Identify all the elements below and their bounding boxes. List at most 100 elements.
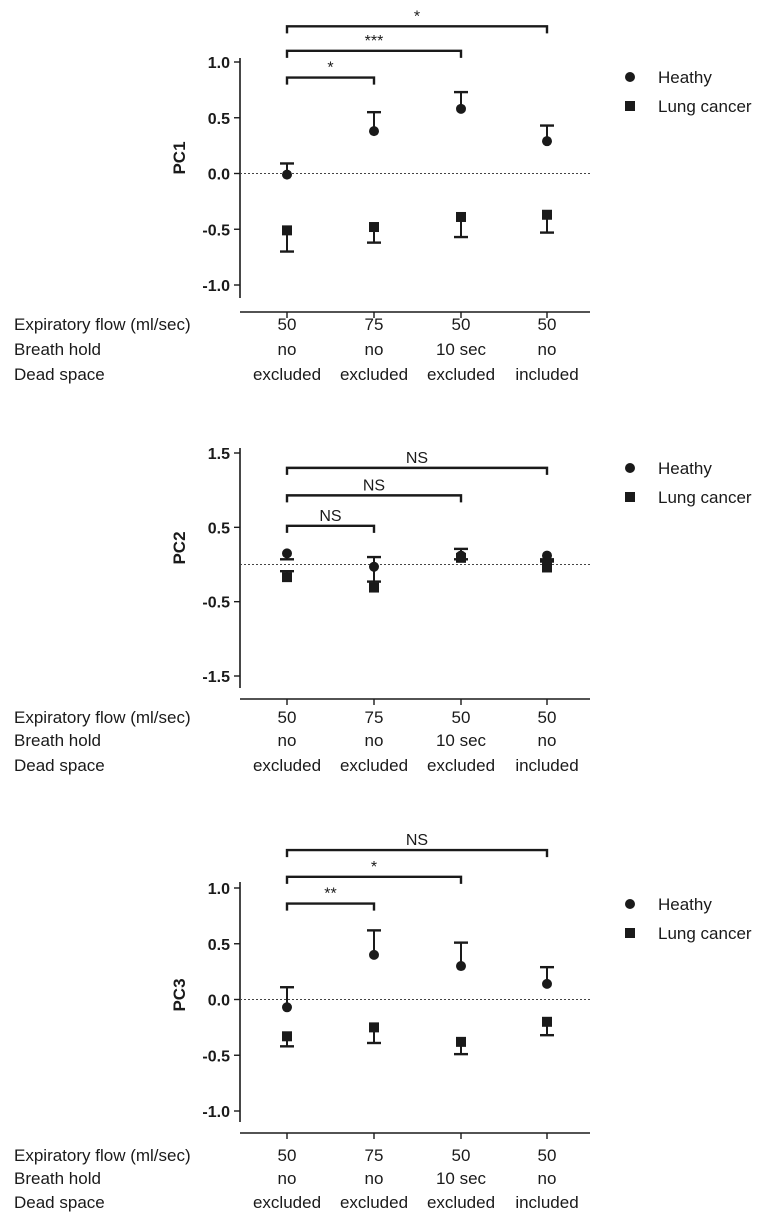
y-tick-label: 0.0 [208, 993, 230, 1010]
data-point-lung-cancer [456, 211, 466, 222]
condition-flow-label: 50 [278, 708, 297, 727]
significance-label: * [327, 60, 333, 77]
data-point-lung-cancer [282, 1031, 292, 1042]
legend-label: Heathy [658, 459, 712, 478]
condition-dead-label: included [515, 1193, 578, 1212]
condition-dead-label: excluded [427, 756, 495, 775]
condition-dead-label: excluded [427, 1193, 495, 1212]
condition-dead-label: excluded [340, 365, 408, 384]
condition-dead-label: excluded [340, 1193, 408, 1212]
legend-label: Lung cancer [658, 488, 752, 507]
condition-hold-label: 10 sec [436, 340, 487, 359]
condition-dead-label: excluded [427, 365, 495, 384]
row-label: Dead space [14, 365, 105, 384]
data-point-heathy [369, 126, 379, 137]
significance-bracket [285, 524, 376, 533]
legend-marker-square [625, 101, 635, 111]
condition-flow-label: 75 [365, 315, 384, 334]
chart-panel-pc2: 1.5 0.5 -0.5 -1.5 PC2 Expiratory flow (ml/sec… [14, 446, 752, 775]
significance-label: *** [365, 33, 384, 50]
significance-label: NS [406, 450, 428, 467]
condition-flow-label: 50 [452, 315, 471, 334]
data-point-lung-cancer [542, 209, 552, 220]
data-point-heathy [369, 949, 379, 960]
condition-hold-label: no [278, 731, 297, 750]
row-label: Breath hold [14, 731, 101, 750]
condition-flow-label: 75 [365, 708, 384, 727]
y-tick-label: 0.5 [208, 937, 230, 954]
y-tick-label: -0.5 [202, 222, 230, 239]
data-point-heathy [456, 961, 466, 972]
legend-marker-circle [625, 463, 635, 473]
condition-dead-label: included [515, 365, 578, 384]
data-point-lung-cancer [456, 552, 466, 563]
y-tick-label: 0.5 [208, 111, 230, 128]
significance-label: NS [406, 832, 428, 849]
condition-flow-label: 50 [452, 708, 471, 727]
condition-flow-label: 50 [278, 1146, 297, 1165]
condition-flow-label: 50 [538, 1146, 557, 1165]
legend-marker-square [625, 928, 635, 938]
condition-dead-label: excluded [253, 1193, 321, 1212]
significance-bracket [285, 466, 549, 475]
row-label: Dead space [14, 1193, 105, 1212]
chart-panel-pc1: 1.0 0.5 0.0 -0.5 -1.0 PC1 Expiratory flow (ml/… [14, 8, 752, 384]
condition-hold-label: no [278, 1169, 297, 1188]
row-label: Expiratory flow (ml/sec) [14, 708, 191, 727]
data-point-heathy [282, 1002, 292, 1013]
legend-label: Lung cancer [658, 924, 752, 943]
legend-marker-circle [625, 899, 635, 909]
data-point-lung-cancer [369, 582, 379, 593]
data-point-lung-cancer [542, 1016, 552, 1027]
condition-flow-label: 50 [278, 315, 297, 334]
condition-hold-label: 10 sec [436, 1169, 487, 1188]
significance-bracket [285, 25, 549, 34]
condition-hold-label: no [365, 340, 384, 359]
row-label: Expiratory flow (ml/sec) [14, 1146, 191, 1165]
data-point-lung-cancer [456, 1036, 466, 1047]
condition-flow-label: 50 [538, 708, 557, 727]
y-tick-label: -1.0 [202, 278, 230, 295]
data-point-lung-cancer [282, 572, 292, 583]
condition-hold-label: 10 sec [436, 731, 487, 750]
significance-label: * [371, 859, 377, 876]
data-point-heathy [542, 550, 552, 561]
condition-hold-label: no [538, 731, 557, 750]
significance-bracket [285, 875, 463, 884]
y-tick-label: 1.5 [208, 446, 230, 463]
y-tick-label: 1.0 [208, 881, 230, 898]
data-point-heathy [282, 548, 292, 559]
condition-flow-label: 50 [452, 1146, 471, 1165]
condition-hold-label: no [538, 1169, 557, 1188]
legend-marker-circle [625, 72, 635, 82]
row-label: Expiratory flow (ml/sec) [14, 315, 191, 334]
data-point-heathy [542, 136, 552, 147]
data-point-lung-cancer [282, 225, 292, 236]
legend-marker-square [625, 492, 635, 502]
legend-label: Heathy [658, 895, 712, 914]
significance-label: NS [363, 477, 385, 494]
y-axis-label: PC2 [170, 531, 189, 564]
y-tick-label: 0.5 [208, 520, 230, 537]
condition-hold-label: no [365, 1169, 384, 1188]
legend-label: Heathy [658, 68, 712, 87]
condition-dead-label: excluded [253, 756, 321, 775]
row-label: Breath hold [14, 340, 101, 359]
condition-dead-label: excluded [253, 365, 321, 384]
y-tick-label: -1.5 [202, 669, 230, 686]
chart-panel-pc3: 1.0 0.5 0.0 -0.5 -1.0 PC3 Expiratory flow (ml/… [14, 832, 752, 1212]
data-point-lung-cancer [369, 222, 379, 233]
y-axis-label: PC1 [170, 141, 189, 174]
legend-label: Lung cancer [658, 97, 752, 116]
significance-bracket [285, 76, 376, 85]
data-point-lung-cancer [542, 562, 552, 573]
significance-label: * [414, 8, 420, 25]
condition-hold-label: no [538, 340, 557, 359]
condition-dead-label: included [515, 756, 578, 775]
y-tick-label: 1.0 [208, 55, 230, 72]
condition-hold-label: no [278, 340, 297, 359]
condition-flow-label: 50 [538, 315, 557, 334]
significance-bracket [285, 49, 463, 58]
condition-flow-label: 75 [365, 1146, 384, 1165]
